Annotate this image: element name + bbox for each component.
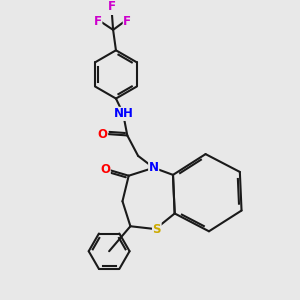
Text: F: F [94, 15, 102, 28]
Text: N: N [149, 161, 159, 174]
Text: NH: NH [114, 107, 134, 120]
Text: F: F [108, 0, 116, 13]
Text: F: F [123, 15, 131, 28]
Text: O: O [98, 128, 108, 140]
Text: O: O [100, 163, 110, 176]
Text: S: S [153, 223, 161, 236]
